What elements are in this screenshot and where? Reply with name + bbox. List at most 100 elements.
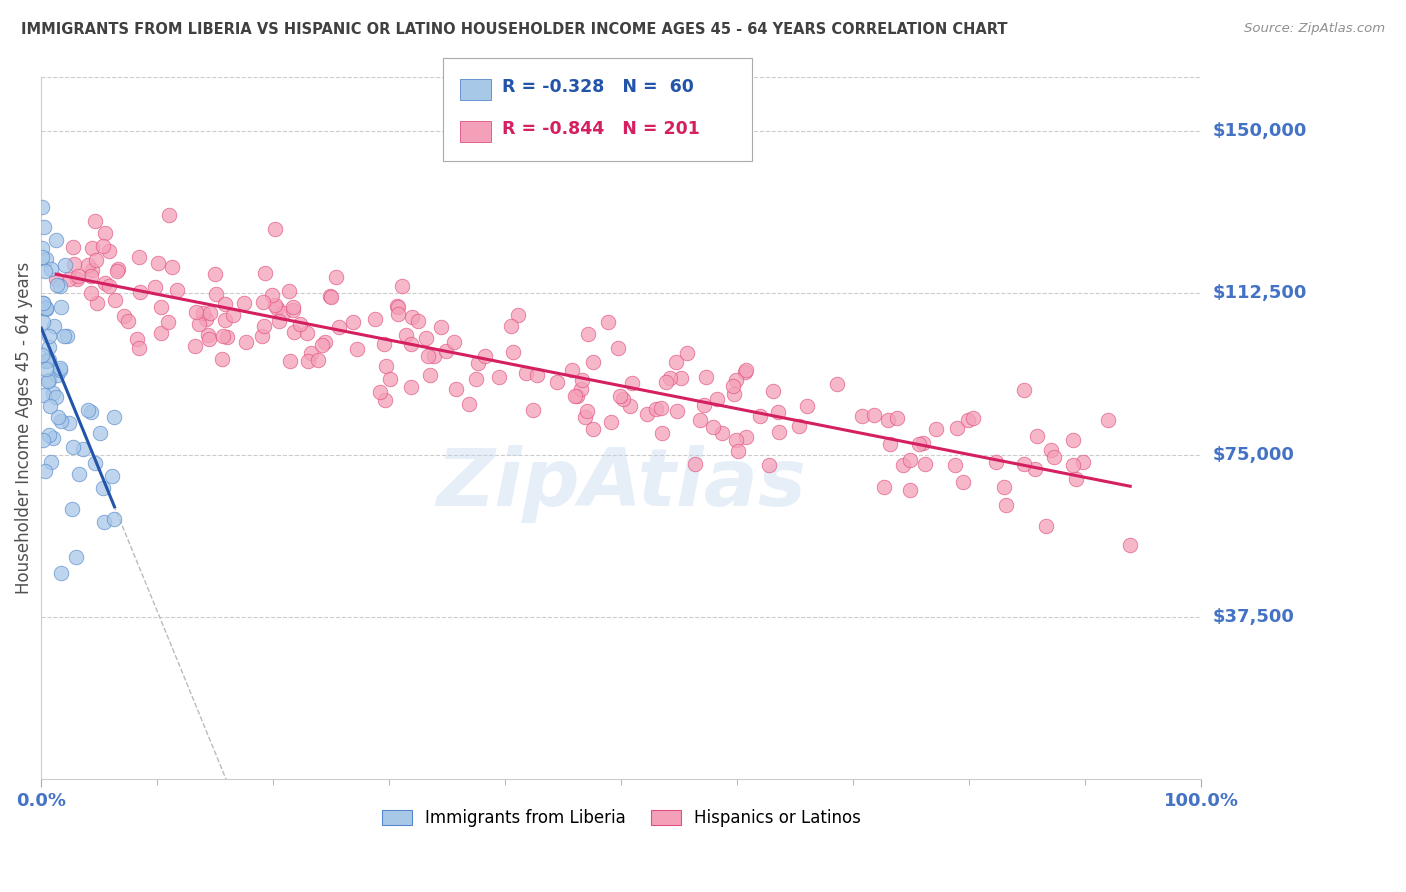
Point [77, 258, 100, 272]
Point [260, 288, 283, 302]
Point [62, 502, 84, 516]
Point [80, 263, 103, 277]
Point [34, 302, 56, 317]
Point [214, 312, 236, 326]
Point [55, 258, 77, 272]
Point [38, 340, 60, 354]
Point [49, 279, 72, 293]
Point [721, 379, 744, 393]
Point [465, 372, 488, 386]
Point [198, 306, 221, 320]
Point [575, 404, 598, 418]
Point [406, 314, 429, 328]
Point [31, 200, 53, 214]
Point [235, 335, 257, 350]
Point [91, 239, 114, 253]
Point [49, 300, 72, 314]
Point [488, 369, 510, 384]
Point [80, 285, 103, 300]
Point [45, 277, 67, 292]
Point [188, 317, 211, 331]
Point [873, 480, 896, 494]
Point [34, 353, 56, 368]
Point [34, 220, 56, 235]
Point [80, 268, 103, 283]
Point [1062, 458, 1084, 472]
Point [766, 405, 789, 419]
Point [42, 431, 65, 445]
Point [283, 325, 305, 339]
Point [725, 373, 748, 387]
Point [319, 289, 342, 303]
Point [38, 427, 60, 442]
Point [734, 430, 756, 444]
Point [952, 475, 974, 489]
Point [735, 363, 758, 377]
Point [526, 368, 548, 382]
Point [387, 299, 409, 313]
Point [38, 352, 60, 367]
Point [655, 375, 678, 389]
Point [328, 320, 350, 334]
Point [621, 376, 644, 390]
Point [49, 363, 72, 377]
Point [278, 354, 301, 368]
Point [211, 351, 233, 366]
Point [943, 458, 966, 472]
Point [195, 311, 218, 326]
Point [467, 356, 489, 370]
Point [501, 318, 523, 333]
Point [311, 337, 333, 351]
Point [49, 566, 72, 580]
Point [46, 410, 69, 425]
Point [112, 309, 135, 323]
Point [83, 214, 105, 228]
Point [67, 268, 90, 283]
Point [32, 295, 55, 310]
Point [67, 467, 90, 482]
Point [914, 458, 936, 472]
Point [695, 370, 717, 384]
Point [911, 436, 934, 450]
Point [1062, 433, 1084, 447]
Point [458, 397, 481, 411]
Point [34, 300, 56, 314]
Point [62, 240, 84, 254]
Point [1119, 538, 1142, 552]
Point [89, 426, 111, 441]
Point [162, 260, 184, 274]
Point [415, 330, 437, 344]
Text: $75,000: $75,000 [1212, 446, 1294, 464]
Point [727, 444, 749, 458]
Point [762, 384, 785, 398]
Point [214, 297, 236, 311]
Point [32, 433, 55, 447]
Point [582, 355, 605, 369]
Point [619, 400, 641, 414]
Point [83, 456, 105, 470]
Point [401, 310, 423, 324]
Text: R = -0.328   N =  60: R = -0.328 N = 60 [502, 78, 693, 96]
Point [297, 354, 319, 368]
Point [1014, 457, 1036, 471]
Point [675, 346, 697, 360]
Point [252, 329, 274, 343]
Point [184, 305, 207, 319]
Point [314, 334, 336, 349]
Point [434, 343, 457, 358]
Point [38, 328, 60, 343]
Point [45, 390, 67, 404]
Point [98, 244, 121, 259]
Point [368, 385, 391, 400]
Point [391, 278, 413, 293]
Point [1024, 461, 1046, 475]
Point [146, 256, 169, 270]
Point [689, 412, 711, 426]
Point [900, 483, 922, 498]
Point [546, 375, 568, 389]
Point [217, 330, 239, 344]
Point [100, 468, 122, 483]
Point [321, 290, 343, 304]
Point [993, 480, 1015, 494]
Point [307, 353, 329, 368]
